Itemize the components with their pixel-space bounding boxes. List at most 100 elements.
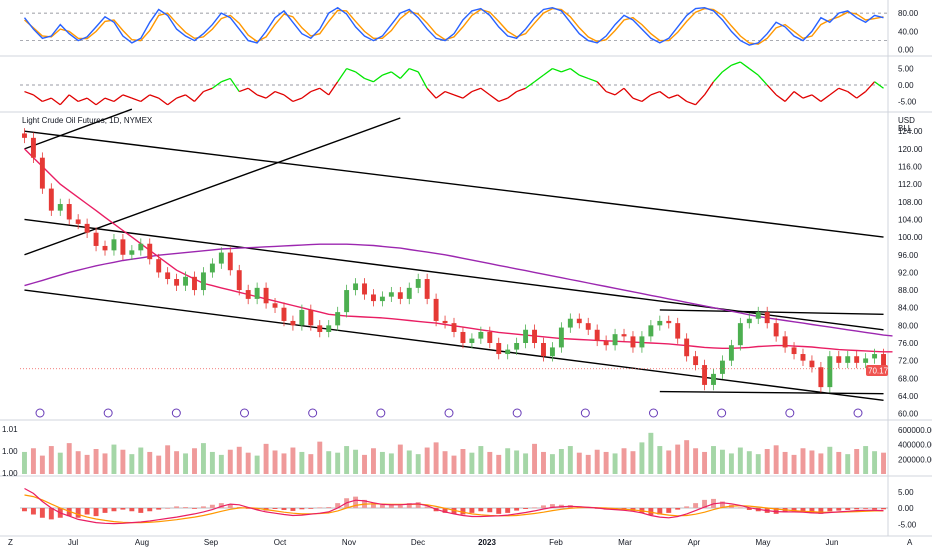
macd-panel[interactable] — [20, 487, 888, 525]
candle-body[interactable] — [290, 320, 296, 326]
volume-bar[interactable] — [594, 449, 600, 474]
volume-bar[interactable] — [102, 453, 108, 474]
volume-bar[interactable] — [111, 444, 117, 474]
volume-bar[interactable] — [326, 451, 332, 474]
volume-bar[interactable] — [227, 449, 233, 474]
volume-bar[interactable] — [711, 446, 716, 474]
candle-body[interactable] — [48, 188, 54, 211]
volume-bar[interactable] — [84, 454, 90, 474]
candle-body[interactable] — [764, 312, 770, 324]
volume-bar[interactable] — [30, 448, 36, 474]
price-panel[interactable] — [20, 108, 893, 418]
candle-body[interactable] — [75, 219, 81, 224]
volume-bar[interactable] — [460, 449, 466, 474]
candle-body[interactable] — [371, 294, 376, 302]
candle-body[interactable] — [120, 239, 126, 255]
trendline-resistance-flat[interactable] — [659, 309, 884, 316]
momentum-oscillator-panel[interactable] — [20, 61, 888, 106]
volume-bar[interactable] — [281, 453, 287, 474]
volume-bar[interactable] — [478, 446, 484, 474]
volume-bar[interactable] — [209, 451, 215, 474]
candle-body[interactable] — [245, 290, 251, 299]
volume-bar[interactable] — [39, 455, 45, 474]
candle-body[interactable] — [809, 360, 815, 368]
volume-bar[interactable] — [675, 444, 681, 474]
volume-bar[interactable] — [505, 448, 511, 474]
event-marker-icon[interactable] — [853, 408, 863, 418]
volume-bar[interactable] — [809, 450, 815, 474]
candle-body[interactable] — [433, 298, 439, 321]
candle-body[interactable] — [379, 296, 385, 302]
candle-body[interactable] — [881, 354, 886, 369]
volume-bar[interactable] — [469, 452, 475, 474]
candle-body[interactable] — [639, 336, 645, 348]
volume-bar[interactable] — [719, 449, 725, 474]
candle-body[interactable] — [728, 345, 734, 361]
candle-body[interactable] — [541, 343, 546, 357]
candle-body[interactable] — [442, 320, 448, 324]
volume-bar[interactable] — [818, 453, 824, 474]
candle-body[interactable] — [335, 312, 341, 326]
candle-body[interactable] — [174, 279, 180, 286]
candle-body[interactable] — [576, 318, 582, 324]
volume-bar[interactable] — [639, 442, 645, 474]
candle-body[interactable] — [567, 318, 573, 328]
candle-body[interactable] — [612, 334, 618, 346]
event-marker-icon[interactable] — [308, 408, 318, 418]
candle-body[interactable] — [272, 303, 278, 308]
candle-body[interactable] — [138, 243, 144, 251]
volume-bar[interactable] — [782, 451, 788, 474]
candle-body[interactable] — [344, 290, 350, 313]
candle-body[interactable] — [102, 245, 108, 251]
volume-bar[interactable] — [335, 452, 341, 474]
candle-body[interactable] — [183, 276, 189, 286]
stochastic-panel[interactable] — [20, 6, 888, 46]
volume-bar[interactable] — [567, 446, 573, 474]
volume-bar[interactable] — [165, 445, 171, 474]
candle-body[interactable] — [827, 356, 833, 388]
candle-body[interactable] — [666, 320, 672, 324]
volume-bar[interactable] — [791, 454, 797, 474]
volume-bar[interactable] — [576, 452, 582, 474]
candle-body[interactable] — [147, 243, 153, 260]
volume-bar[interactable] — [57, 452, 63, 474]
candle-body[interactable] — [782, 336, 788, 348]
volume-bar[interactable] — [299, 451, 305, 474]
volume-bar[interactable] — [397, 444, 403, 474]
candle-body[interactable] — [317, 325, 323, 332]
volume-bar[interactable] — [549, 454, 555, 474]
volume-bar[interactable] — [272, 450, 278, 474]
candle-body[interactable] — [281, 307, 287, 321]
volume-bar[interactable] — [75, 451, 81, 474]
candle-body[interactable] — [872, 354, 878, 359]
volume-bar[interactable] — [415, 454, 421, 474]
volume-bar[interactable] — [612, 453, 618, 474]
candle-body[interactable] — [156, 259, 162, 273]
auto-scale-icon[interactable]: A — [907, 538, 913, 547]
volume-bar[interactable] — [308, 454, 314, 474]
volume-bar[interactable] — [863, 446, 869, 474]
candle-body[interactable] — [129, 250, 135, 255]
volume-bar[interactable] — [603, 451, 609, 474]
candle-body[interactable] — [263, 287, 269, 304]
candle-body[interactable] — [308, 309, 314, 326]
candle-body[interactable] — [549, 347, 555, 357]
candle-body[interactable] — [451, 323, 457, 332]
event-marker-icon[interactable] — [103, 408, 113, 418]
candle-body[interactable] — [209, 263, 215, 273]
candle-body[interactable] — [594, 329, 600, 341]
candle-body[interactable] — [236, 270, 242, 291]
candle-body[interactable] — [818, 367, 824, 388]
volume-bar[interactable] — [845, 454, 851, 474]
volume-bar[interactable] — [666, 450, 672, 474]
candle-body[interactable] — [388, 292, 394, 297]
volume-bar[interactable] — [496, 454, 502, 474]
trendline-lower-channel[interactable] — [24, 289, 884, 402]
candle-body[interactable] — [845, 356, 851, 363]
volume-bar[interactable] — [881, 452, 886, 474]
candle-body[interactable] — [558, 327, 564, 348]
candle-body[interactable] — [496, 343, 502, 355]
candle-body[interactable] — [719, 360, 725, 374]
goto-realtime-control[interactable]: Z A — [8, 538, 913, 547]
volume-bar[interactable] — [764, 449, 770, 474]
